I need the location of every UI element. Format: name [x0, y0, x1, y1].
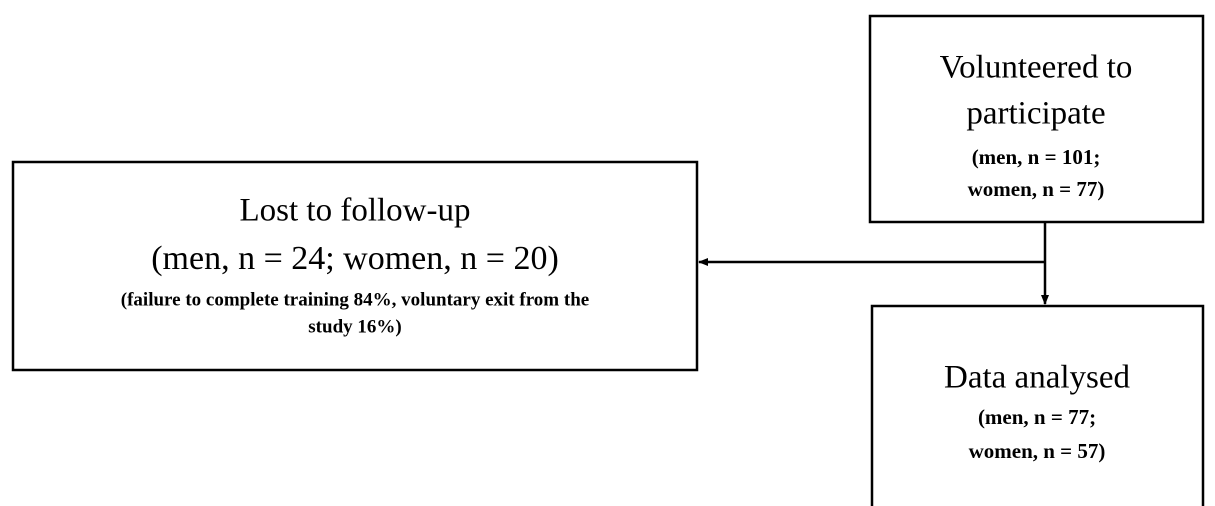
- node-detail: (failure to complete training 84%, volun…: [121, 289, 589, 310]
- node-title: participate: [966, 96, 1105, 132]
- node-title: Lost to follow-up: [240, 193, 471, 229]
- node-title: (men, n = 24; women, n = 20): [151, 240, 559, 277]
- node-box: [11, 160, 699, 372]
- node-box: [870, 304, 1205, 506]
- node-box: [868, 14, 1205, 224]
- node-detail: women, n = 57): [969, 439, 1106, 463]
- node-title: Volunteered to: [940, 50, 1133, 86]
- node-detail: study 16%): [308, 316, 401, 337]
- node-detail: (men, n = 101;: [972, 145, 1101, 169]
- node-detail: women, n = 77): [968, 177, 1105, 201]
- node-detail: (men, n = 77;: [978, 405, 1096, 429]
- node-title: Data analysed: [944, 360, 1130, 396]
